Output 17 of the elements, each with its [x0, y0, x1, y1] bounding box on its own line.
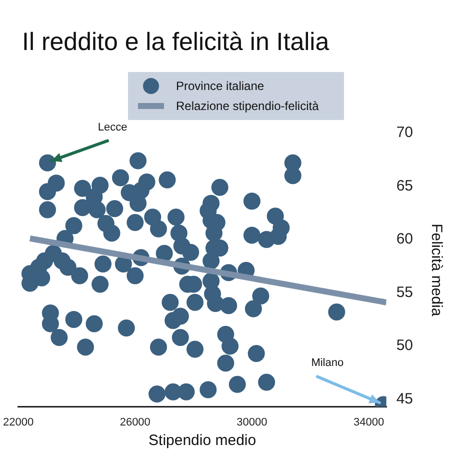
y-tick-label: 70	[396, 124, 414, 142]
x-tick-label: 30000	[236, 416, 268, 428]
y-tick-label: 45	[396, 390, 414, 408]
annotation: Milano	[311, 357, 344, 370]
chart-title: Il reddito e la felicità in Italia	[22, 28, 330, 57]
y-axis-title: Felicità media	[428, 224, 445, 317]
x-axis-title: Stipendio medio	[148, 432, 256, 450]
annotation: Lecce	[98, 121, 128, 134]
legend-label: Relazione stipendio-felicità	[176, 99, 319, 113]
y-tick-label: 55	[396, 284, 414, 301]
legend-label: Province italiane	[176, 79, 264, 93]
x-tick-label: 26000	[120, 416, 150, 428]
x-tick-label: 34000	[353, 416, 384, 428]
y-tick-label: 50	[396, 337, 414, 354]
x-tick-label: 22000	[2, 416, 34, 428]
y-tick-label: 60	[396, 230, 414, 248]
y-tick-label: 65	[396, 177, 414, 194]
